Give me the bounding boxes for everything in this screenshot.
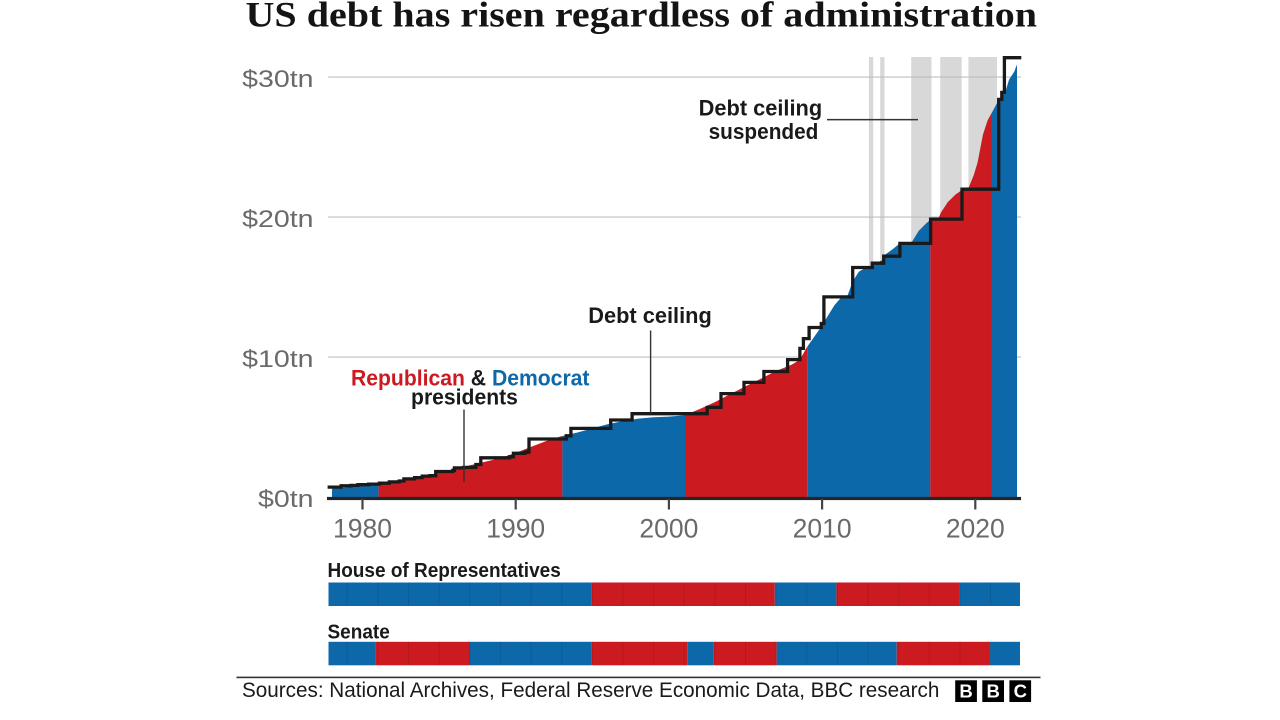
svg-text:B: B (959, 681, 972, 702)
svg-text:2020: 2020 (946, 514, 1005, 544)
svg-text:1990: 1990 (486, 514, 545, 544)
svg-text:$30tn: $30tn (242, 65, 313, 93)
svg-text:2000: 2000 (639, 514, 698, 544)
svg-text:Debt ceiling: Debt ceiling (588, 303, 712, 328)
svg-text:$10tn: $10tn (242, 345, 313, 373)
svg-text:B: B (986, 681, 999, 702)
svg-text:presidents: presidents (411, 385, 518, 409)
svg-text:Republican & Democrat: Republican & Democrat (351, 366, 589, 390)
svg-text:US debt has risen regardless o: US debt has risen regardless of administ… (246, 0, 1038, 35)
svg-text:Sources: National Archives, Fe: Sources: National Archives, Federal Rese… (242, 679, 939, 702)
svg-text:1980: 1980 (333, 514, 392, 544)
svg-text:2010: 2010 (793, 514, 852, 544)
svg-text:C: C (1014, 681, 1027, 702)
svg-text:$20tn: $20tn (242, 205, 313, 233)
svg-text:$0tn: $0tn (258, 485, 314, 513)
svg-text:Debt ceiling: Debt ceiling (699, 95, 823, 120)
svg-text:Senate: Senate (328, 621, 390, 644)
svg-text:suspended: suspended (709, 120, 819, 145)
svg-text:House of Representatives: House of Representatives (328, 560, 561, 583)
